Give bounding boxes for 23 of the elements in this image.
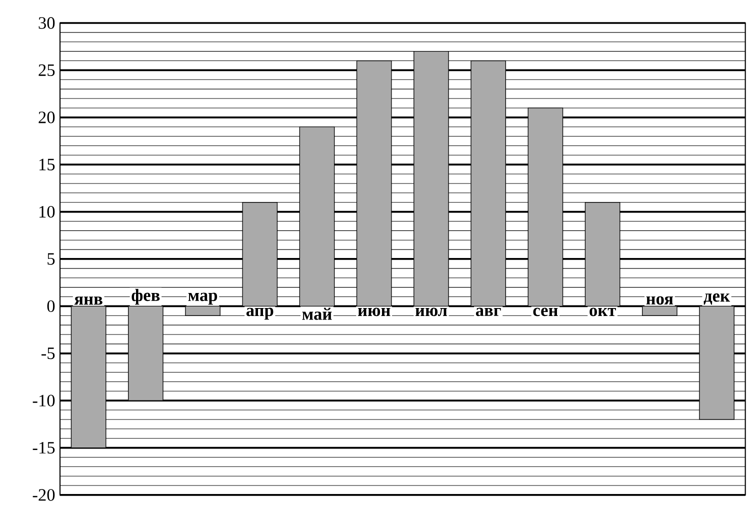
x-tick-label: мар <box>188 292 218 305</box>
x-tick-label: апр <box>246 308 274 320</box>
x-tick-label: май <box>302 308 332 320</box>
x-tick-label: июн <box>358 308 390 316</box>
y-tick-label: -10 <box>32 394 55 406</box>
x-tick-label: ноя <box>646 296 674 305</box>
x-tick-label: дек <box>704 293 730 305</box>
y-tick-label: -15 <box>32 442 55 454</box>
y-tick-label: 0 <box>47 300 55 312</box>
y-tick-label: 5 <box>48 253 55 265</box>
y-tick-label: 15 <box>39 158 55 170</box>
y-tick-label: 30 <box>38 17 55 29</box>
x-tick-label: янв <box>74 296 102 305</box>
y-tick-label: 25 <box>38 64 55 76</box>
y-tick-label: -20 <box>32 489 55 501</box>
x-tick-label: фев <box>132 288 160 305</box>
x-tick-label: июл <box>415 308 448 316</box>
y-tick-label: 20 <box>38 112 55 124</box>
y-tick-label: -5 <box>42 348 55 360</box>
y-tick-label: 10 <box>39 206 55 218</box>
x-tick-label: сен <box>533 308 558 316</box>
x-tick-label: авг <box>476 308 501 316</box>
x-tick-label: окт <box>590 308 616 316</box>
